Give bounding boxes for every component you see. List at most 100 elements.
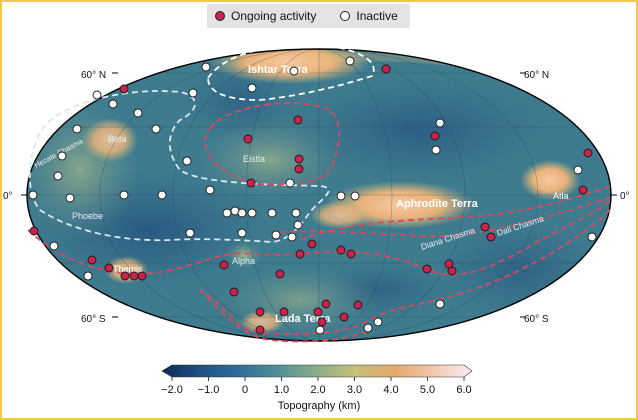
active-site-marker	[339, 312, 349, 322]
colorbar-bar	[161, 364, 473, 378]
active-site-marker	[447, 266, 457, 276]
active-site-marker	[275, 269, 285, 279]
active-site-marker	[317, 317, 327, 327]
ishtar-outline	[207, 43, 375, 101]
active-site-marker	[87, 255, 97, 265]
inactive-site-marker	[315, 325, 325, 335]
colorbar-label: Topography (km)	[277, 400, 361, 412]
inactive-site-marker	[53, 171, 63, 181]
inactive-markers	[28, 56, 597, 335]
inactive-site-marker	[431, 145, 441, 155]
beta-phoebe-outline	[29, 90, 330, 243]
lat-0-right: 0°	[620, 191, 630, 202]
inactive-site-marker	[201, 62, 211, 72]
inactive-site-marker	[182, 156, 192, 166]
inactive-site-marker	[119, 190, 129, 200]
colorbar: −2.0 −1.0 0 1.0 2.0 3.0 4.0 5.0 6.0	[161, 364, 473, 396]
colorbar-tick-label: −1.0	[198, 384, 220, 396]
active-site-marker	[422, 264, 432, 274]
inactive-site-marker	[247, 208, 257, 218]
active-site-marker	[119, 84, 129, 94]
colorbar-tick-label: 3.0	[347, 384, 362, 396]
lat-60n-right: 60° N	[524, 70, 549, 81]
inactive-site-marker	[83, 271, 93, 281]
active-site-marker	[313, 307, 323, 317]
inactive-site-marker	[49, 241, 59, 251]
inactive-site-marker	[151, 124, 161, 134]
inactive-site-marker	[285, 178, 295, 188]
active-site-marker	[243, 134, 253, 144]
active-site-marker	[381, 64, 391, 74]
active-site-marker	[279, 307, 289, 317]
legend-active-label: Ongoing activity	[231, 9, 317, 23]
active-marker-icon	[215, 11, 225, 21]
active-site-marker	[321, 299, 331, 309]
inactive-site-marker	[57, 151, 67, 161]
active-site-marker	[353, 300, 363, 310]
colorbar-tick-label: −2.0	[161, 384, 183, 396]
active-site-marker	[104, 263, 114, 273]
active-site-marker	[294, 154, 304, 164]
lat-60s-right: 60° S	[524, 314, 549, 325]
legend-item-inactive: Inactive	[340, 9, 398, 23]
aphrodite-outline	[279, 197, 611, 238]
latitude-labels: 60° N 60° N 0° 0° 60° S 60° S	[3, 70, 630, 325]
active-site-marker	[229, 287, 239, 297]
inactive-site-marker	[247, 83, 257, 93]
inactive-site-marker	[108, 99, 118, 109]
label-aphrodite: Aphrodite Terra	[396, 198, 479, 210]
inactive-site-marker	[291, 208, 301, 218]
active-site-marker	[255, 307, 265, 317]
inactive-site-marker	[293, 220, 303, 230]
atla-outline	[299, 185, 613, 241]
inactive-site-marker	[133, 108, 143, 118]
lat-0-left: 0°	[3, 191, 13, 202]
inactive-site-marker	[92, 90, 102, 100]
active-site-marker	[293, 115, 303, 125]
region-outlines	[27, 43, 613, 343]
inactive-site-marker	[222, 208, 232, 218]
active-site-marker	[480, 222, 490, 232]
inactive-site-marker	[157, 190, 167, 200]
label-themis: Themis	[113, 264, 143, 274]
inactive-site-marker	[287, 232, 297, 242]
legend-item-active: Ongoing activity	[215, 9, 316, 23]
label-ishtar: Ishtar Terra	[248, 64, 309, 76]
inactive-site-marker	[28, 190, 38, 200]
colorbar-tick-label: 1.0	[274, 384, 289, 396]
inactive-site-marker	[267, 208, 277, 218]
label-atla: Atla	[553, 191, 569, 201]
inactive-site-marker	[205, 185, 215, 195]
active-site-marker	[295, 249, 305, 259]
inactive-site-marker	[373, 317, 383, 327]
active-site-marker	[583, 148, 593, 158]
active-site-marker	[129, 271, 139, 281]
latitude-ticks	[21, 72, 617, 318]
inactive-site-marker	[573, 165, 583, 175]
active-site-marker	[137, 271, 147, 281]
inactive-site-marker	[363, 323, 373, 333]
colorbar-tick-label: 4.0	[383, 384, 398, 396]
active-site-marker	[255, 325, 265, 335]
active-site-marker	[578, 185, 588, 195]
inactive-site-marker	[185, 228, 195, 238]
label-beta: Beta	[108, 134, 127, 144]
inactive-site-marker	[435, 118, 445, 128]
inactive-site-marker	[72, 124, 82, 134]
active-site-marker	[346, 249, 356, 259]
inactive-marker-icon	[340, 11, 351, 21]
active-site-marker	[336, 245, 346, 255]
colorbar-tick-label: 2.0	[310, 384, 325, 396]
lat-60n-left: 60° N	[81, 70, 106, 81]
active-site-marker	[246, 178, 256, 188]
legend-inactive-label: Inactive	[356, 9, 398, 23]
lat-60s-left: 60° S	[81, 314, 106, 325]
active-site-marker	[430, 131, 440, 141]
label-eistla: Eistla	[243, 154, 265, 164]
active-site-marker	[307, 239, 317, 249]
inactive-site-marker	[435, 299, 445, 309]
active-site-marker	[294, 164, 304, 174]
inactive-site-marker	[188, 88, 198, 98]
